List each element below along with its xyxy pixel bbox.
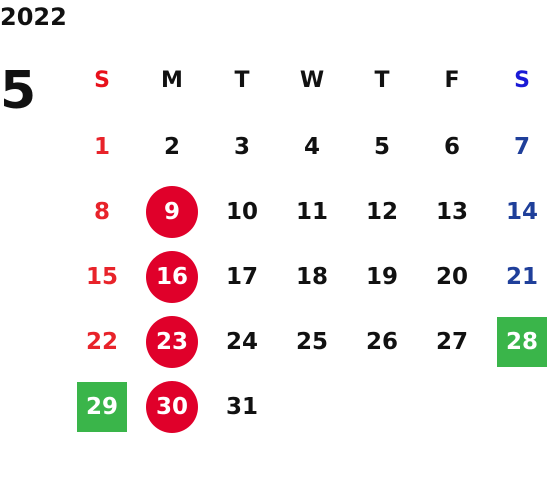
day-cell: 1 — [67, 114, 137, 179]
week-row: 1 2 3 4 5 6 7 — [67, 114, 548, 179]
day-number: 1 — [93, 133, 110, 160]
day-number: 6 — [443, 133, 460, 160]
day-cell: 12 — [347, 179, 417, 244]
week-row: 29 30 31 — [67, 374, 548, 439]
empty-cell — [277, 374, 347, 439]
day-number-highlighted: 23 — [146, 315, 198, 368]
day-number-highlighted: 9 — [146, 185, 198, 238]
weekday-label: S — [94, 67, 110, 93]
day-cell: 26 — [347, 309, 417, 374]
day-number-highlighted: 29 — [77, 381, 127, 432]
empty-cell — [347, 374, 417, 439]
day-number-highlighted: 28 — [497, 316, 547, 367]
day-number: 13 — [435, 198, 468, 225]
day-cell: 24 — [207, 309, 277, 374]
weekday-label: S — [514, 67, 530, 93]
day-cell: 23 — [137, 309, 207, 374]
day-number: 2 — [163, 133, 180, 160]
day-number: 3 — [233, 133, 250, 160]
weekday-label: M — [161, 67, 183, 93]
day-cell: 9 — [137, 179, 207, 244]
day-cell: 4 — [277, 114, 347, 179]
day-cell: 28 — [487, 309, 548, 374]
day-number-highlighted: 30 — [146, 380, 198, 433]
empty-cell — [487, 374, 548, 439]
day-number: 24 — [225, 328, 258, 355]
day-cell: 2 — [137, 114, 207, 179]
empty-cell — [417, 374, 487, 439]
day-number: 26 — [365, 328, 398, 355]
weekday-label: T — [234, 67, 250, 93]
day-number: 27 — [435, 328, 468, 355]
day-cell: 22 — [67, 309, 137, 374]
day-number: 10 — [225, 198, 258, 225]
day-cell: 18 — [277, 244, 347, 309]
day-number: 4 — [303, 133, 320, 160]
day-number: 17 — [225, 263, 258, 290]
day-cell: 27 — [417, 309, 487, 374]
day-number: 18 — [295, 263, 328, 290]
day-number: 7 — [513, 133, 530, 160]
week-row: 15 16 17 18 19 20 21 — [67, 244, 548, 309]
day-cell: 7 — [487, 114, 548, 179]
year-label: 2022 — [0, 3, 67, 31]
day-cell: 21 — [487, 244, 548, 309]
day-number: 12 — [365, 198, 398, 225]
day-number: 21 — [505, 263, 538, 290]
weekday-label: F — [444, 67, 460, 93]
day-cell: 5 — [347, 114, 417, 179]
day-cell: 16 — [137, 244, 207, 309]
day-cell: 11 — [277, 179, 347, 244]
week-row: 8 9 10 11 12 13 14 — [67, 179, 548, 244]
day-number: 19 — [365, 263, 398, 290]
day-cell: 20 — [417, 244, 487, 309]
day-number: 22 — [85, 328, 118, 355]
day-cell: 30 — [137, 374, 207, 439]
day-cell: 14 — [487, 179, 548, 244]
calendar-grid: S M T W T F S 1 2 3 4 5 6 7 8 9 10 11 12 13 14 15 16 17 18 19 20 21… — [67, 46, 548, 439]
day-cell: 29 — [67, 374, 137, 439]
day-cell: 31 — [207, 374, 277, 439]
day-number: 20 — [435, 263, 468, 290]
month-label: 5 — [0, 61, 37, 121]
day-cell: 8 — [67, 179, 137, 244]
day-number: 15 — [85, 263, 118, 290]
day-cell: 10 — [207, 179, 277, 244]
weekday-label: T — [374, 67, 390, 93]
day-cell: 3 — [207, 114, 277, 179]
day-number: 8 — [93, 198, 110, 225]
week-row: 22 23 24 25 26 27 28 — [67, 309, 548, 374]
weekday-label: W — [299, 67, 325, 93]
day-cell: 6 — [417, 114, 487, 179]
day-cell: 19 — [347, 244, 417, 309]
day-cell: 17 — [207, 244, 277, 309]
day-number-highlighted: 16 — [146, 250, 198, 303]
day-cell: 15 — [67, 244, 137, 309]
day-number: 25 — [295, 328, 328, 355]
day-cell: 13 — [417, 179, 487, 244]
day-number: 31 — [225, 393, 258, 420]
day-number: 11 — [295, 198, 328, 225]
day-number: 14 — [505, 198, 538, 225]
day-number: 5 — [373, 133, 390, 160]
day-cell: 25 — [277, 309, 347, 374]
